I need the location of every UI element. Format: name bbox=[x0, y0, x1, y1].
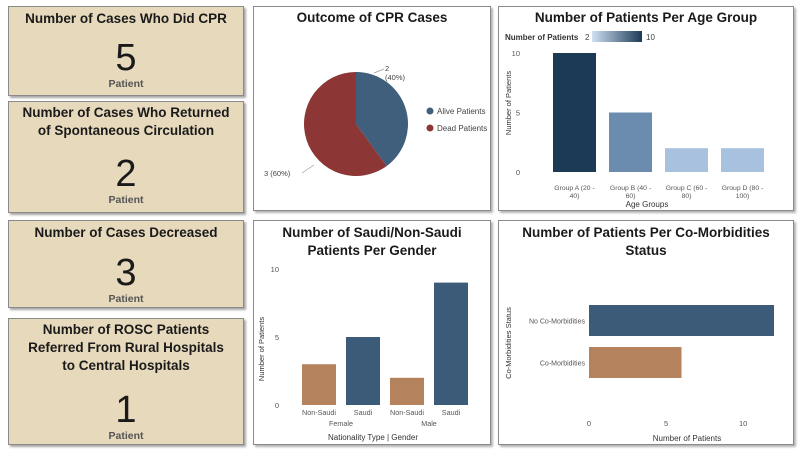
group-label: Female bbox=[329, 419, 353, 428]
x-tick-label: 0 bbox=[587, 419, 591, 428]
kpi-unit: Patient bbox=[108, 293, 144, 305]
legend-min: 2 bbox=[585, 33, 590, 42]
age-group-bar-chart: Number of Patients 2 10 Number of Patien… bbox=[504, 31, 764, 209]
x-tick-label: Saudi bbox=[442, 408, 461, 417]
nationality-bar-chart: Number of Patients Nationality Type | Ge… bbox=[257, 265, 468, 442]
x-tick-label: Saudi bbox=[354, 408, 373, 417]
data-label-dead: 3 (60%) bbox=[264, 169, 291, 178]
data-label-alive-pct: (40%) bbox=[385, 73, 406, 82]
y-tick-label: 10 bbox=[271, 265, 279, 274]
legend-label-alive[interactable]: Alive Patients bbox=[437, 107, 485, 116]
x-tick-label: Group A (20 - bbox=[554, 185, 594, 192]
x-axis-label: Nationality Type | Gender bbox=[328, 433, 418, 442]
kpi-title: Number of ROSC Patients Referred From Ru… bbox=[28, 322, 224, 373]
x-tick-label: 60) bbox=[626, 193, 636, 200]
y-tick-label: Co-Morbidities bbox=[540, 361, 586, 368]
y-axis-label: Co-Morbidities Status bbox=[504, 307, 513, 379]
bar[interactable] bbox=[302, 364, 336, 405]
kpi-unit: Patient bbox=[108, 194, 144, 206]
leader-line bbox=[301, 164, 315, 174]
kpi-card-referred-rosc: Number of ROSC Patients Referred From Ru… bbox=[8, 318, 244, 445]
legend-marker-dead bbox=[426, 124, 434, 132]
pie-chart: 2 (40%) 3 (60%) Alive Patients Dead Pati… bbox=[264, 64, 487, 178]
kpi-value: 1 bbox=[115, 389, 137, 431]
x-axis-label: Number of Patients bbox=[653, 434, 721, 443]
x-tick-label: 80) bbox=[682, 193, 692, 200]
x-tick-label: Non-Saudi bbox=[302, 408, 336, 417]
y-tick-label: No Co-Morbidities bbox=[529, 319, 586, 326]
bar[interactable] bbox=[346, 337, 380, 405]
panel-nationality-gender: Number of Saudi/Non-Saudi Patients Per G… bbox=[253, 220, 491, 445]
pie-slice-alive[interactable] bbox=[356, 72, 408, 167]
kpi-value: 5 bbox=[115, 37, 137, 79]
kpi-unit: Patient bbox=[108, 78, 144, 90]
x-tick-label: Group B (40 - bbox=[610, 185, 651, 192]
kpi-title: Number of Cases Decreased bbox=[34, 225, 218, 240]
kpi-value: 2 bbox=[115, 153, 137, 195]
y-axis-label: Number of Patients bbox=[504, 71, 513, 135]
y-tick-label: 10 bbox=[512, 49, 520, 58]
bar[interactable] bbox=[609, 112, 652, 173]
panel-cpr-outcome: Outcome of CPR Cases 2 (40%) 3 (60%) Ali… bbox=[253, 6, 491, 211]
kpi-title: Number of Cases Who Returned of Spontane… bbox=[22, 105, 230, 138]
y-tick-label: 0 bbox=[275, 401, 279, 410]
kpi-card-cpr-cases: Number of Cases Who Did CPR 5 Patient bbox=[8, 6, 244, 96]
kpi-card-deceased-cases: Number of Cases Decreased 3 Patient bbox=[8, 220, 244, 308]
chart-title: Number of Patients Per Co-Morbidities St… bbox=[522, 225, 770, 258]
chart-title: Outcome of CPR Cases bbox=[296, 10, 448, 25]
group-label: Male bbox=[421, 419, 437, 428]
legend-title: Number of Patients bbox=[505, 33, 579, 42]
leader-line bbox=[373, 68, 385, 74]
kpi-unit: Patient bbox=[108, 430, 144, 442]
x-tick-label: 100) bbox=[736, 193, 750, 200]
x-axis-label: Age Groups bbox=[626, 200, 669, 209]
chart-title: Number of Saudi/Non-Saudi Patients Per G… bbox=[282, 225, 462, 258]
y-tick-label: 5 bbox=[275, 333, 279, 342]
y-tick-label: 0 bbox=[516, 168, 520, 177]
chart-title: Number of Patients Per Age Group bbox=[534, 10, 758, 25]
bar[interactable] bbox=[665, 148, 708, 172]
x-tick-label: Group C (60 - bbox=[666, 185, 708, 192]
kpi-card-rosc-cases: Number of Cases Who Returned of Spontane… bbox=[8, 101, 244, 213]
x-tick-label: 5 bbox=[664, 419, 668, 428]
panel-age-group: Number of Patients Per Age Group Number … bbox=[498, 6, 794, 211]
x-tick-label: 10 bbox=[739, 419, 747, 428]
panel-comorbidities: Number of Patients Per Co-Morbidities St… bbox=[498, 220, 794, 445]
legend-marker-alive bbox=[426, 107, 434, 115]
bar[interactable] bbox=[390, 377, 424, 405]
bar[interactable] bbox=[589, 305, 774, 336]
bar[interactable] bbox=[553, 53, 596, 172]
bar[interactable] bbox=[434, 282, 468, 405]
x-tick-label: 40) bbox=[570, 193, 580, 200]
y-axis-label: Number of Patients bbox=[257, 317, 266, 381]
data-label-alive: 2 bbox=[385, 64, 389, 73]
pie-slice-dead[interactable] bbox=[304, 72, 387, 176]
kpi-title: Number of Cases Who Did CPR bbox=[25, 11, 227, 26]
bar[interactable] bbox=[721, 148, 764, 172]
comorbidities-bar-chart: Co-Morbidities Status Number of Patients… bbox=[504, 305, 774, 443]
legend-max: 10 bbox=[646, 33, 655, 42]
bar[interactable] bbox=[589, 347, 682, 378]
x-tick-label: Non-Saudi bbox=[390, 408, 424, 417]
x-tick-label: Group D (80 - bbox=[722, 185, 764, 192]
kpi-value: 3 bbox=[115, 252, 137, 294]
y-tick-label: 5 bbox=[516, 109, 520, 118]
legend-gradient bbox=[592, 31, 642, 42]
legend-label-dead[interactable]: Dead Patients bbox=[437, 124, 487, 133]
